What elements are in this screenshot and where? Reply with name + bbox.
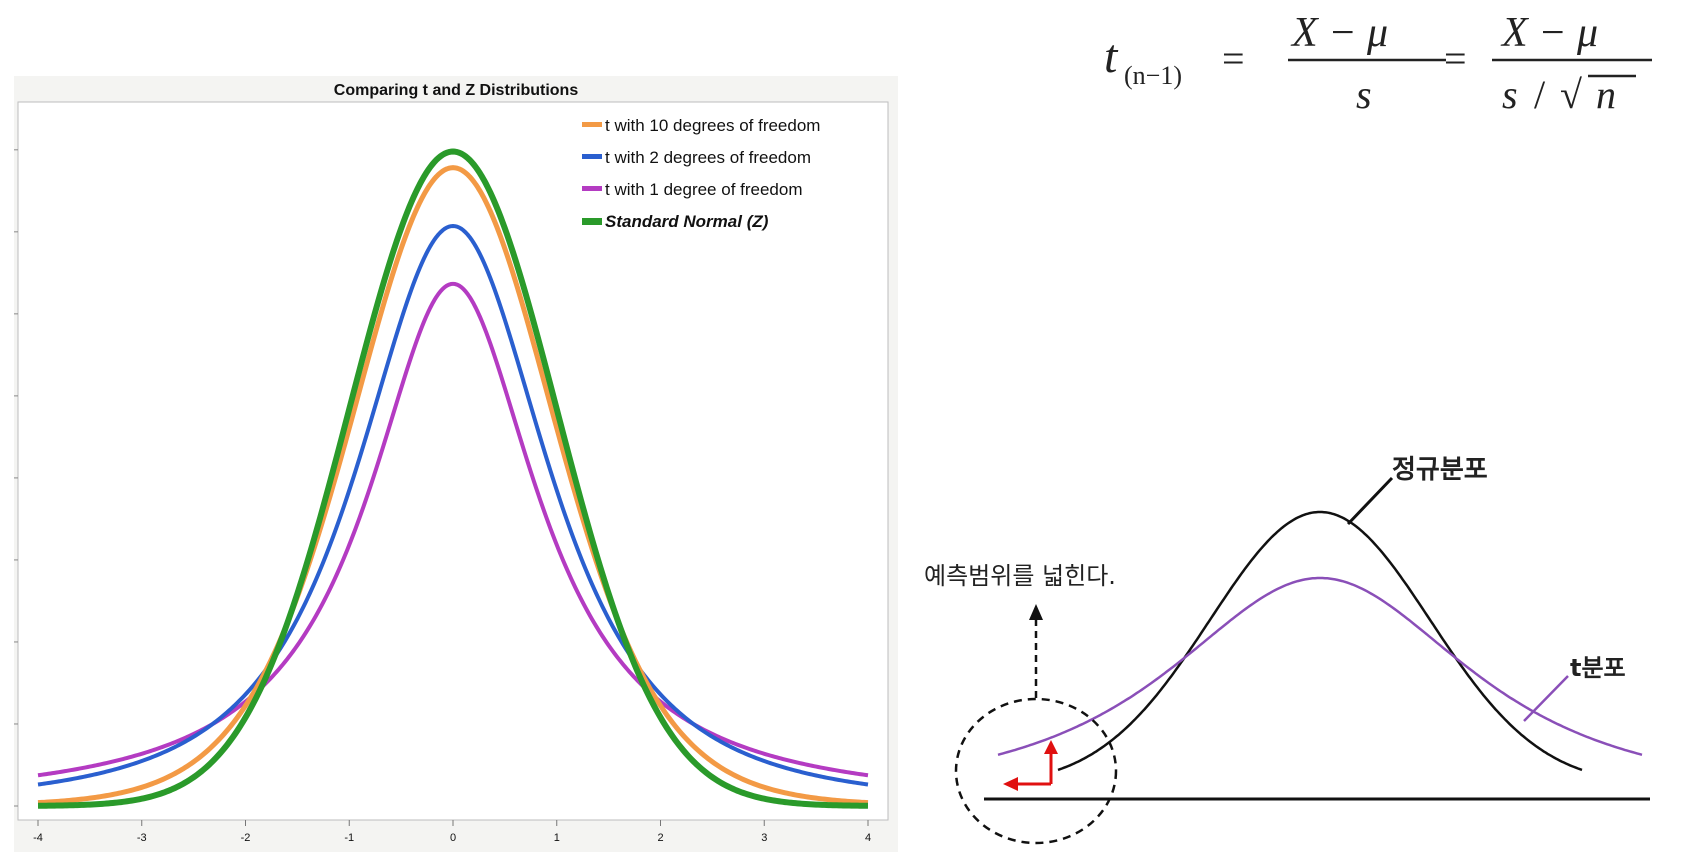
formula-numerator-2: X − μ (1500, 10, 1598, 56)
x-tick-label: -4 (33, 832, 43, 844)
legend-label: t with 10 degrees of freedom (605, 116, 820, 135)
tail-focus-circle (954, 697, 1118, 845)
series-lines (37, 148, 869, 809)
t-label-pointer (1523, 675, 1569, 722)
x-tick-label: 4 (865, 832, 871, 844)
series-line-2 (37, 281, 869, 778)
legend-label: t with 1 degree of freedom (605, 180, 803, 199)
chart: Comparing t and Z Distributions -4 -3 -2 -1… (14, 76, 898, 852)
red-arrow-left-icon (1003, 777, 1018, 791)
x-axis: -4 -3 -2 -1 0 1 2 3 4 (33, 820, 871, 844)
formula-equals-2: = (1444, 36, 1467, 81)
series-line-3 (37, 148, 869, 809)
formula-denominator-slash: / (1534, 72, 1546, 117)
legend-swatch (582, 122, 602, 127)
formula-sqrt-sign: √ (1560, 72, 1582, 117)
legend-label: t with 2 degrees of freedom (605, 148, 811, 167)
t-label: t분포 (1570, 654, 1626, 682)
plot-area (17, 101, 889, 821)
y-tick-marks (14, 149, 18, 807)
x-tick-label: 0 (450, 832, 456, 844)
formula-t: t (1104, 30, 1119, 83)
normal-distribution-curve (1057, 510, 1583, 772)
legend-swatch (582, 154, 602, 159)
red-arrows (1003, 740, 1058, 791)
x-tick-label: -3 (137, 832, 147, 844)
formula-equals-1: = (1222, 36, 1245, 81)
formula-numerator-1: X − μ (1290, 10, 1388, 56)
annotation-text: 예측범위를 넓힌다. (924, 562, 1116, 590)
x-tick-label: -2 (241, 832, 251, 844)
diagram: 정규분포 t분포 예측범위를 넓힌다. (924, 455, 1650, 845)
formula-denominator-1: s (1356, 72, 1372, 117)
formula-subscript: (n−1) (1124, 61, 1182, 90)
x-tick-label: 2 (657, 832, 663, 844)
x-tick-label: -1 (344, 832, 354, 844)
annotation-arrow-head (1029, 604, 1043, 620)
legend: t with 10 degrees of freedom t with 2 deg… (582, 116, 820, 231)
x-tick-label: 1 (554, 832, 560, 844)
formula: t (n−1) = X − μ s = X − μ s / √ n (1104, 10, 1652, 117)
formula-denominator-n: n (1596, 72, 1616, 117)
legend-swatch (582, 186, 602, 191)
red-arrow-up-icon (1044, 740, 1058, 754)
legend-label: Standard Normal (Z) (605, 212, 769, 231)
chart-title: Comparing t and Z Distributions (334, 82, 579, 99)
legend-swatch (582, 218, 602, 225)
series-line-0 (37, 165, 869, 806)
normal-label-pointer (1346, 476, 1394, 526)
t-distribution-curve (997, 576, 1643, 757)
series-line-1 (37, 224, 869, 787)
formula-denominator-s: s (1502, 72, 1518, 117)
normal-label: 정규분포 (1392, 455, 1488, 485)
x-tick-label: 3 (761, 832, 767, 844)
